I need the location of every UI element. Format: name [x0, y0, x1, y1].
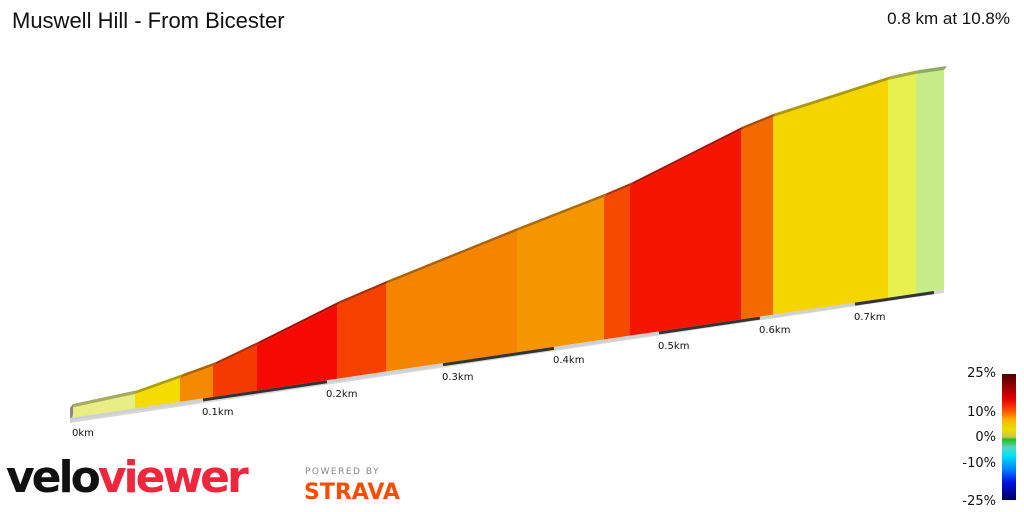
- gradient-segment: [517, 197, 604, 353]
- legend-label-10: 10%: [967, 405, 996, 420]
- gradient-colorbar: [1002, 374, 1016, 500]
- legend-label-0: 0%: [975, 430, 996, 445]
- gradient-segment: [630, 130, 741, 336]
- segment-top-bevel: [916, 66, 947, 74]
- segment-top-bevel: [257, 301, 340, 345]
- distance-tick-label: 0.4km: [553, 355, 584, 366]
- gradient-segment: [257, 305, 337, 391]
- logo-velo: velo: [6, 452, 101, 503]
- gradient-segment: [337, 284, 386, 379]
- segment-top-bevel: [517, 193, 607, 231]
- profile-end-cap: [70, 404, 73, 422]
- veloviewer-logo: veloviewer: [6, 452, 249, 504]
- axis-band: [442, 346, 555, 367]
- segment-top-bevel: [213, 341, 260, 366]
- axis-band: [658, 316, 761, 335]
- legend-label-neg10: -10%: [962, 456, 996, 471]
- distance-tick-label: 0.5km: [658, 341, 689, 352]
- axis-band: [759, 302, 856, 320]
- distance-tick-label: 0.1km: [202, 407, 233, 418]
- gradient-segment: [70, 394, 135, 418]
- segment-top-bevel: [630, 126, 744, 186]
- distance-tick-label: 0.2km: [326, 389, 357, 400]
- gradient-segment: [180, 366, 213, 402]
- segment-top-bevel: [70, 390, 138, 408]
- axis-band: [854, 291, 935, 306]
- segment-top-bevel: [135, 374, 183, 394]
- gradient-segment: [773, 80, 888, 315]
- legend-label-25: 25%: [967, 366, 996, 381]
- chart-title: Muswell Hill - From Bicester: [12, 8, 285, 33]
- distance-tick-label: 0.3km: [442, 372, 473, 383]
- gradient-legend: 25% 10% 0% -10% -25%: [940, 366, 1024, 512]
- climb-summary: 0.8 km at 10.8%: [887, 9, 1010, 28]
- segment-top-bevel: [741, 113, 776, 130]
- axis-band: [553, 331, 660, 350]
- segment-top-bevel: [386, 227, 520, 284]
- axis-band: [202, 380, 328, 402]
- segment-top-bevel: [888, 70, 919, 80]
- gradient-segment: [604, 186, 630, 340]
- segment-top-bevel: [773, 76, 891, 117]
- gradient-segment: [916, 70, 944, 294]
- distance-tick-label: 0km: [72, 428, 94, 439]
- gradient-segments: [70, 66, 947, 423]
- logo-viewer: viewer: [97, 452, 249, 503]
- legend-label-neg25: -25%: [962, 494, 996, 509]
- gradient-segment: [213, 345, 257, 397]
- distance-axis: 0km 0.1km 0.2km 0.3km 0.4km 0.5km 0.6km 0.7km: [69, 291, 935, 439]
- distance-tick-label: 0.7km: [854, 312, 885, 323]
- strava-logo: STRAVA: [304, 480, 400, 505]
- gradient-segment: [741, 117, 773, 320]
- segment-top-bevel: [180, 362, 216, 378]
- gradient-segment: [386, 231, 517, 372]
- segment-top-bevel: [337, 280, 389, 305]
- gradient-segment: [888, 74, 916, 298]
- gradient-segment: [135, 378, 180, 409]
- axis-band: [326, 363, 444, 384]
- segment-top-bevel: [604, 182, 633, 197]
- distance-tick-label: 0.6km: [759, 325, 790, 336]
- axis-band: [69, 398, 204, 421]
- powered-by-label: POWERED BY: [305, 467, 381, 477]
